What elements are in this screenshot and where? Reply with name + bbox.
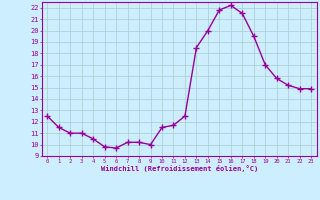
- X-axis label: Windchill (Refroidissement éolien,°C): Windchill (Refroidissement éolien,°C): [100, 165, 258, 172]
